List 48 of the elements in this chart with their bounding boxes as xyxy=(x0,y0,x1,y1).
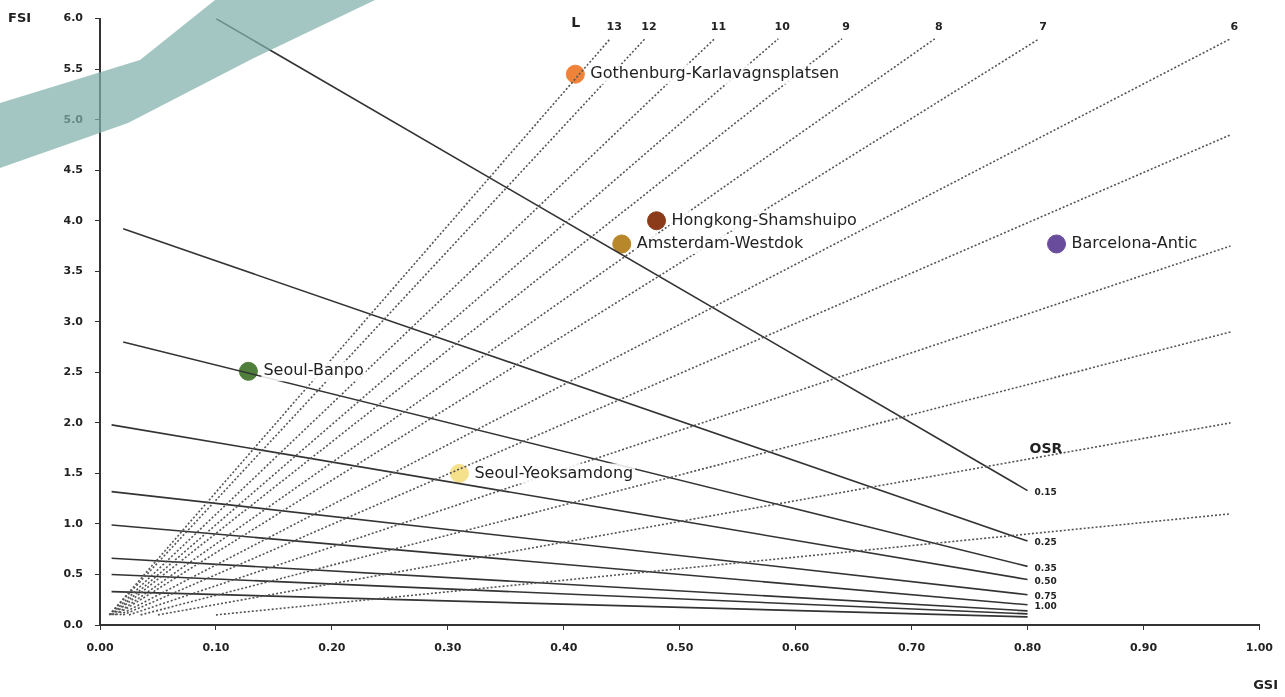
y-tick-label: 2.0 xyxy=(63,415,84,429)
annotation: L xyxy=(571,14,581,31)
series-label: 0.50 xyxy=(1034,575,1057,586)
y-tick-label: 5.5 xyxy=(63,61,83,75)
series-label: 0.15 xyxy=(1034,486,1057,497)
y-axis-title: FSI xyxy=(8,9,32,25)
series-label: 0.75 xyxy=(1034,591,1057,602)
series-label: 8 xyxy=(934,20,943,34)
series-label: Seoul-Yeoksamdong xyxy=(474,462,634,482)
series-label: 7 xyxy=(1039,20,1047,34)
y-tick-label: 4.5 xyxy=(63,163,83,177)
series-label: 13 xyxy=(606,20,622,34)
series-label: 1.00 xyxy=(1034,601,1057,612)
series-label: Seoul-Banpo xyxy=(263,360,364,380)
series-label: 11 xyxy=(710,20,727,34)
series-label: 0.35 xyxy=(1034,562,1057,573)
x-axis-title: GSI xyxy=(1253,676,1278,692)
y-tick-label: 6.0 xyxy=(63,11,84,25)
series-label: Hongkong-Shamshuipo xyxy=(671,209,857,229)
x-tick-label: 0.60 xyxy=(782,641,810,655)
y-tick-label: 4.0 xyxy=(63,213,84,227)
series-label: 6 xyxy=(1230,20,1239,34)
series-label: 10 xyxy=(774,20,791,34)
annotation: OSR xyxy=(1029,440,1063,457)
series-label: 0.25 xyxy=(1034,537,1057,548)
y-tick-label: 1.5 xyxy=(63,466,83,480)
series-label: Gothenburg-Karlavagnsplatsen xyxy=(590,63,840,83)
x-tick-label: 0.20 xyxy=(318,641,346,655)
series-label: 12 xyxy=(641,20,657,34)
x-tick-label: 0.10 xyxy=(202,641,230,655)
y-tick-label: 1.0 xyxy=(63,516,84,530)
y-tick-label: 0.5 xyxy=(63,567,83,581)
x-tick-label: 0.40 xyxy=(550,641,578,655)
x-tick-label: 1.00 xyxy=(1245,641,1274,655)
series-label: 9 xyxy=(842,20,850,34)
y-tick-label: 2.5 xyxy=(63,365,83,379)
y-tick-label: 0.0 xyxy=(63,617,84,631)
x-tick-label: 0.90 xyxy=(1129,641,1158,655)
y-tick-label: 3.0 xyxy=(63,314,84,328)
series-label: Amsterdam-Westdok xyxy=(636,233,804,253)
series-label: Barcelona-Antic xyxy=(1071,233,1198,253)
y-tick-label: 5.0 xyxy=(63,112,84,126)
x-tick-label: 0.70 xyxy=(898,641,926,655)
y-tick-label: 3.5 xyxy=(63,264,83,278)
x-tick-label: 0.80 xyxy=(1013,641,1042,655)
x-tick-label: 0.00 xyxy=(86,641,114,655)
x-tick-label: 0.30 xyxy=(434,641,462,655)
x-tick-label: 0.50 xyxy=(666,641,694,655)
